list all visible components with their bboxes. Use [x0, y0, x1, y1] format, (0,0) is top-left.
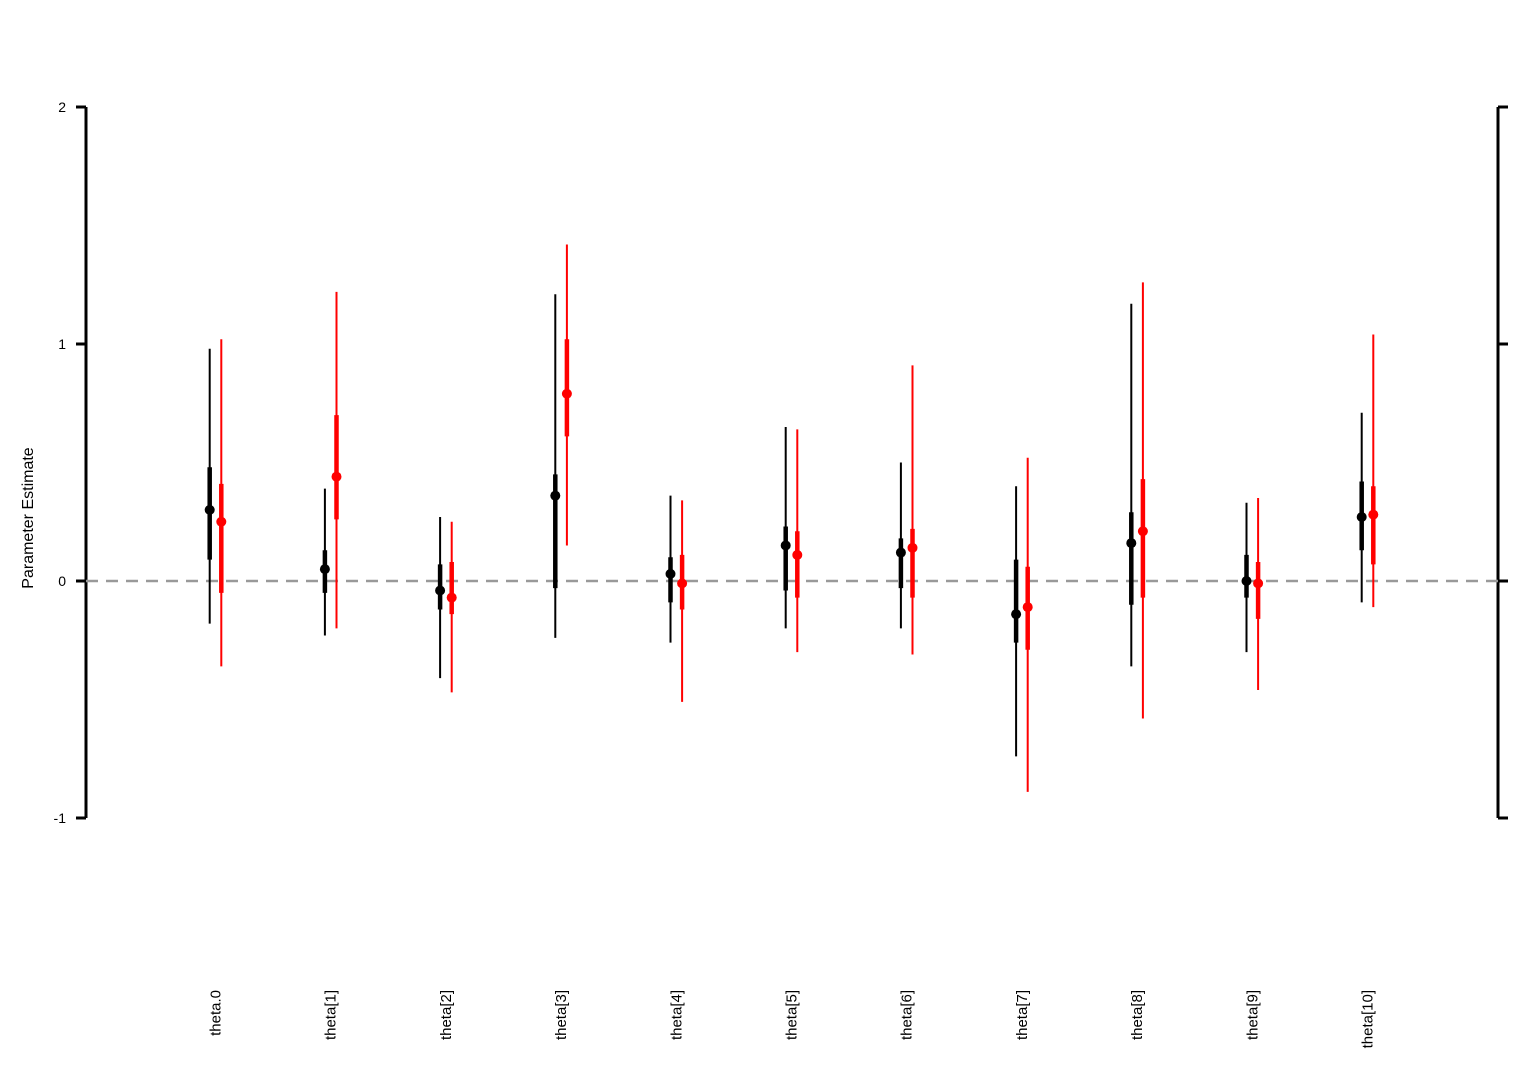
interval-marks [204, 244, 1379, 792]
point-estimate [331, 471, 342, 482]
point-estimate [319, 564, 330, 575]
point-estimate [677, 578, 688, 589]
point-estimate [1241, 576, 1252, 586]
point-estimate [550, 490, 561, 501]
point-estimate [665, 568, 676, 579]
point-estimate [435, 585, 446, 596]
point-estimate [907, 542, 918, 553]
point-estimate [216, 516, 227, 527]
category-label: theta[8] [1129, 990, 1146, 1040]
point-estimate [204, 504, 215, 515]
point-estimate [1356, 512, 1367, 523]
category-labels: theta.0 theta[1] theta[2] theta[3] theta[4] t… [208, 990, 1377, 1048]
category-label: theta[1] [323, 990, 340, 1040]
y-tick-label: -1 [54, 810, 67, 826]
category-label: theta[3] [553, 990, 570, 1040]
point-estimate [1253, 578, 1264, 589]
y-tick-label: 0 [58, 573, 66, 589]
category-label: theta[7] [1014, 990, 1031, 1040]
point-estimate [1011, 609, 1022, 620]
point-estimate [1022, 602, 1033, 613]
category-label: theta[4] [668, 990, 685, 1040]
category-label: theta[5] [784, 990, 801, 1040]
y-tick-label: 1 [58, 336, 66, 352]
point-estimate [780, 540, 791, 551]
y-axis-title: Parameter Estimate [20, 447, 37, 588]
category-label: theta[10] [1360, 990, 1377, 1048]
category-label: theta[2] [438, 990, 455, 1040]
point-estimate [1126, 538, 1137, 549]
category-label: theta.0 [208, 990, 225, 1036]
point-estimate [446, 592, 457, 603]
category-label: theta[6] [899, 990, 916, 1040]
point-estimate [895, 547, 906, 558]
point-estimate [1137, 526, 1148, 537]
point-estimate [792, 549, 803, 560]
category-label: theta[9] [1244, 990, 1261, 1040]
y-tick-label: 2 [58, 99, 66, 115]
point-estimate [1368, 509, 1379, 520]
y-ticks: -1 0 1 2 [54, 99, 1508, 826]
point-estimate [561, 388, 572, 399]
